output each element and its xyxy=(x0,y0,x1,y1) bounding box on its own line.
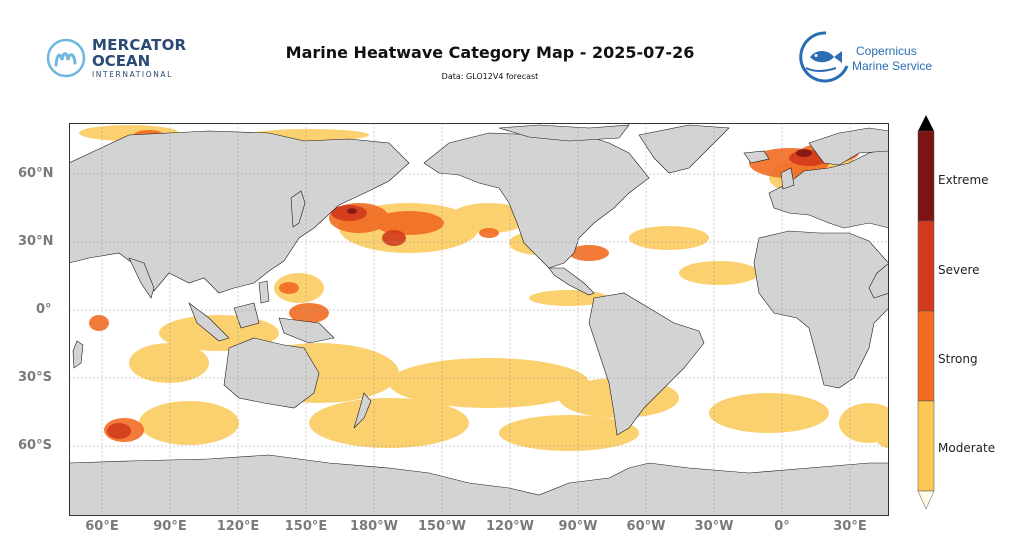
colorbar-strong xyxy=(917,310,935,402)
land-arabia xyxy=(868,262,889,299)
mercator-m-icon xyxy=(46,38,86,78)
land-india xyxy=(128,257,155,299)
lon-label-60e: 60°E xyxy=(85,519,119,534)
lat-label-30n: 30°N xyxy=(18,234,54,249)
lon-label-0: 0° xyxy=(774,519,790,534)
copernicus-logo: Copernicus Marine Service xyxy=(796,30,946,84)
land-masses xyxy=(69,124,889,516)
lon-label-30w: 30°W xyxy=(694,519,734,534)
lon-label-30e: 30°E xyxy=(833,519,867,534)
land-greenland xyxy=(638,124,730,174)
land-arctic-islands xyxy=(498,124,630,142)
land-new-guinea xyxy=(278,317,335,344)
land-madagascar xyxy=(72,340,84,369)
lat-label-60n: 60°N xyxy=(18,166,54,181)
land-scandinavia xyxy=(808,127,889,166)
land-antarctica xyxy=(69,454,889,516)
lat-label-0: 0° xyxy=(36,302,52,317)
lat-label-30s: 30°S xyxy=(18,370,52,385)
colorbar-extend-min xyxy=(917,490,935,510)
land-borneo xyxy=(233,302,260,329)
land-north-america xyxy=(423,132,650,269)
legend-strong: Strong xyxy=(938,352,978,366)
colorbar-moderate xyxy=(917,400,935,492)
land-europe xyxy=(768,147,889,229)
colorbar-extend-max xyxy=(918,115,934,131)
land-central-america xyxy=(548,267,595,296)
mercator-line3: INTERNATIONAL xyxy=(92,70,173,79)
land-australia xyxy=(223,337,320,409)
lon-label-120e: 120°E xyxy=(216,519,260,534)
mercator-ocean-logo: MERCATOR OCEAN INTERNATIONAL xyxy=(46,36,196,82)
extreme-heatwave-areas xyxy=(347,149,812,214)
gridlines xyxy=(69,123,889,516)
land-japan xyxy=(290,190,306,228)
colorbar xyxy=(916,115,936,513)
map-subtitle: Data: GLO12V4 forecast xyxy=(441,72,539,81)
fish-icon xyxy=(799,31,849,83)
lon-label-120w: 120°W xyxy=(486,519,534,534)
lon-label-90e: 90°E xyxy=(153,519,187,534)
lon-label-90w: 90°W xyxy=(558,519,598,534)
mercator-line2: OCEAN xyxy=(92,52,151,70)
land-philippines xyxy=(258,280,270,304)
world-map xyxy=(69,123,889,516)
lon-label-150w: 150°W xyxy=(418,519,466,534)
copernicus-line2: Marine Service xyxy=(852,59,933,73)
colorbar-severe xyxy=(917,220,935,312)
lon-label-150e: 150°E xyxy=(284,519,328,534)
land-africa xyxy=(753,230,889,389)
mercator-line1: MERCATOR xyxy=(92,36,187,54)
land-iceland xyxy=(743,150,770,164)
map-title: Marine Heatwave Category Map - 2025-07-2… xyxy=(285,43,695,62)
lon-label-60w: 60°W xyxy=(626,519,666,534)
land-sumatra xyxy=(188,302,230,342)
land-uk xyxy=(780,167,795,190)
legend-severe: Severe xyxy=(938,263,980,277)
legend-extreme: Extreme xyxy=(938,173,989,187)
land-new-zealand xyxy=(353,392,372,429)
land-south-america xyxy=(588,292,705,436)
map-canvas xyxy=(69,123,889,516)
legend-moderate: Moderate xyxy=(938,441,996,455)
colorbar-extreme xyxy=(917,130,935,222)
copernicus-line1: Copernicus xyxy=(856,44,917,58)
lon-label-180w: 180°W xyxy=(350,519,398,534)
lat-label-60s: 60°S xyxy=(18,438,52,453)
